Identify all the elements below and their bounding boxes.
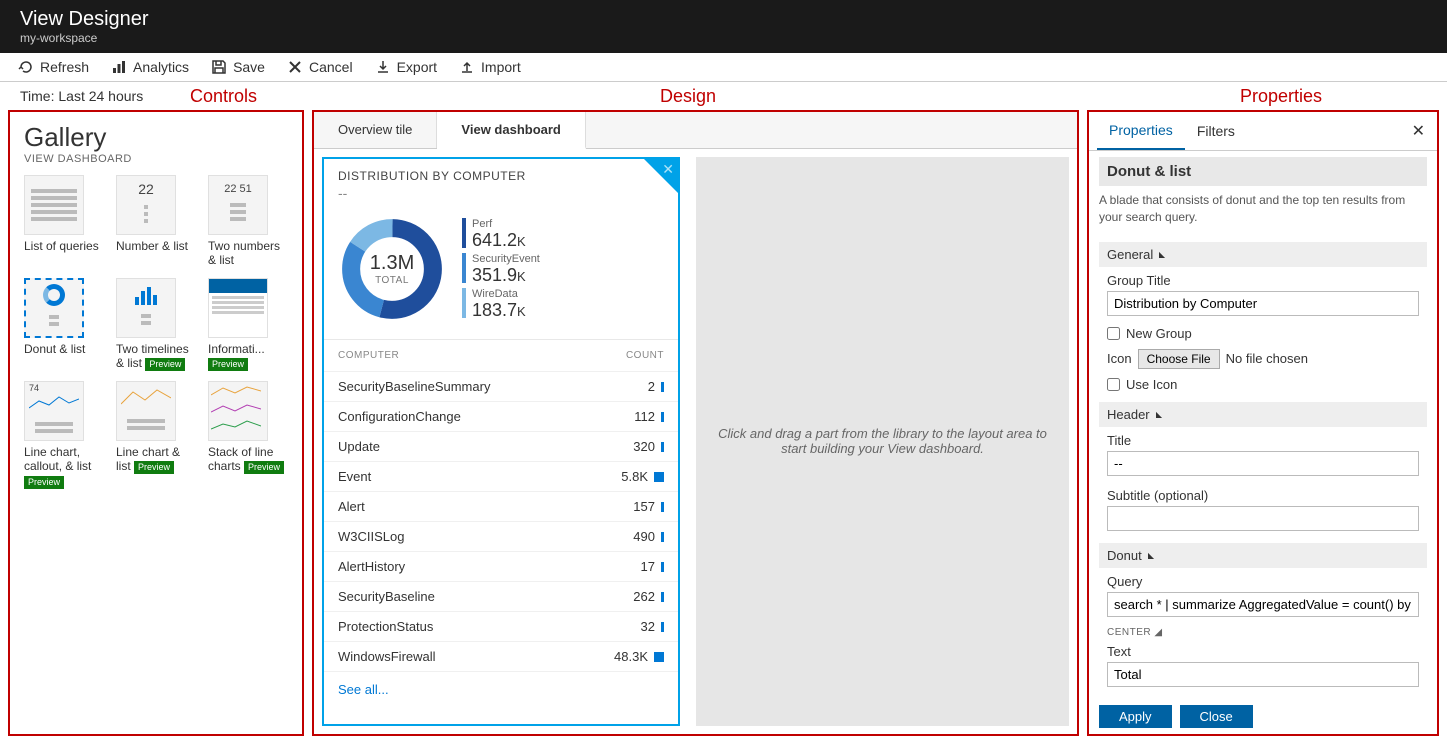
gallery-item[interactable]: 22 51Two numbers & list	[208, 175, 288, 268]
group-title-input[interactable]	[1107, 291, 1419, 316]
tab-overview-tile[interactable]: Overview tile	[314, 112, 437, 148]
table-row[interactable]: ConfigurationChange112	[324, 402, 678, 432]
gallery-item[interactable]: 22Number & list	[116, 175, 196, 268]
center-text-input[interactable]	[1107, 662, 1419, 687]
group-title-label: Group Title	[1107, 273, 1419, 288]
tab-filters[interactable]: Filters	[1185, 113, 1247, 149]
import-button[interactable]: Import	[459, 59, 521, 75]
donut-legend: Perf641.2KSecurityEvent351.9KWireData183…	[462, 218, 540, 321]
col-computer: COMPUTER	[338, 350, 399, 361]
refresh-icon	[18, 59, 34, 75]
section-header[interactable]: Header	[1099, 402, 1427, 427]
distribution-card[interactable]: ✕ DISTRIBUTION BY COMPUTER -- 1.3M TOTAL	[322, 157, 680, 726]
app-title: View Designer	[20, 8, 1427, 31]
card-subtitle: --	[324, 185, 678, 207]
section-donut[interactable]: Donut	[1099, 543, 1427, 568]
save-icon	[211, 59, 227, 75]
header-subtitle-label: Subtitle (optional)	[1107, 488, 1419, 503]
donut-query-label: Query	[1107, 574, 1419, 589]
annotation-properties: Properties	[1240, 86, 1322, 107]
controls-pane: Gallery VIEW DASHBOARD List of queries22…	[8, 110, 304, 736]
design-tabs: Overview tile View dashboard	[314, 112, 1077, 149]
panel-type-title: Donut & list	[1099, 157, 1427, 186]
toolbar: Refresh Analytics Save Cancel Export Imp…	[0, 53, 1447, 82]
donut-query-input[interactable]	[1107, 592, 1419, 617]
table-row[interactable]: W3CIISLog490	[324, 522, 678, 552]
properties-pane: Properties Filters ✕ Donut & list A blad…	[1087, 110, 1439, 736]
header-title-input[interactable]	[1107, 451, 1419, 476]
analytics-icon	[111, 59, 127, 75]
gallery-item[interactable]: Stack of line charts Preview	[208, 381, 288, 489]
close-icon[interactable]: ✕	[662, 161, 674, 178]
header-title-label: Title	[1107, 433, 1419, 448]
use-icon-checkbox[interactable]	[1107, 378, 1120, 391]
choose-file-button[interactable]: Choose File	[1138, 349, 1220, 369]
drop-zone[interactable]: Click and drag a part from the library t…	[696, 157, 1069, 726]
donut-chart: 1.3M TOTAL	[338, 215, 446, 323]
apply-button[interactable]: Apply	[1099, 705, 1172, 728]
annotation-design: Design	[660, 86, 716, 107]
table-row[interactable]: WindowsFirewall48.3K	[324, 642, 678, 672]
center-sublabel: CENTER ◢	[1099, 623, 1427, 638]
gallery-item[interactable]: Informati... Preview	[208, 278, 288, 371]
tab-properties[interactable]: Properties	[1097, 112, 1185, 150]
cancel-button[interactable]: Cancel	[287, 59, 353, 75]
table-row[interactable]: Alert157	[324, 492, 678, 522]
legend-item: WireData183.7K	[462, 288, 540, 321]
no-file-label: No file chosen	[1226, 351, 1308, 366]
cancel-icon	[287, 59, 303, 75]
design-pane: Overview tile View dashboard ✕ DISTRIBUT…	[312, 110, 1079, 736]
col-count: COUNT	[626, 350, 664, 361]
app-header: View Designer my-workspace	[0, 0, 1447, 53]
panel-type-desc: A blade that consists of donut and the t…	[1099, 186, 1427, 236]
table-row[interactable]: Update320	[324, 432, 678, 462]
legend-item: SecurityEvent351.9K	[462, 253, 540, 286]
table-row[interactable]: AlertHistory17	[324, 552, 678, 582]
time-range[interactable]: Time: Last 24 hours	[20, 88, 143, 104]
table-row[interactable]: SecurityBaseline262	[324, 582, 678, 612]
analytics-button[interactable]: Analytics	[111, 59, 189, 75]
header-subtitle-input[interactable]	[1107, 506, 1419, 531]
gallery-item[interactable]: List of queries	[24, 175, 104, 268]
table-row[interactable]: Event5.8K	[324, 462, 678, 492]
gallery-item[interactable]: Donut & list	[24, 278, 104, 371]
export-button[interactable]: Export	[375, 59, 437, 75]
annotation-controls: Controls	[190, 86, 257, 107]
table-row[interactable]: ProtectionStatus32	[324, 612, 678, 642]
gallery-item[interactable]: Two timelines & list Preview	[116, 278, 196, 371]
export-icon	[375, 59, 391, 75]
donut-center-value: 1.3M	[370, 252, 414, 275]
legend-item: Perf641.2K	[462, 218, 540, 251]
center-text-label: Text	[1107, 644, 1419, 659]
section-general[interactable]: General	[1099, 242, 1427, 267]
use-icon-label: Use Icon	[1126, 377, 1177, 392]
close-properties-icon[interactable]: ✕	[1408, 117, 1429, 145]
new-group-label: New Group	[1126, 326, 1192, 341]
tab-view-dashboard[interactable]: View dashboard	[437, 112, 585, 149]
refresh-button[interactable]: Refresh	[18, 59, 89, 75]
gallery-item[interactable]: Line chart & list Preview	[116, 381, 196, 489]
see-all-link[interactable]: See all...	[324, 672, 678, 707]
gallery-subtitle: VIEW DASHBOARD	[24, 153, 288, 165]
workspace-name: my-workspace	[20, 31, 1427, 45]
table-row[interactable]: SecurityBaselineSummary2	[324, 372, 678, 402]
save-button[interactable]: Save	[211, 59, 265, 75]
import-icon	[459, 59, 475, 75]
gallery-title: Gallery	[24, 122, 288, 153]
card-title: DISTRIBUTION BY COMPUTER	[324, 159, 678, 185]
icon-label: Icon	[1107, 351, 1132, 366]
donut-center-label: TOTAL	[375, 275, 409, 286]
close-button[interactable]: Close	[1180, 705, 1253, 728]
new-group-checkbox[interactable]	[1107, 327, 1120, 340]
gallery-item[interactable]: 74Line chart, callout, & list Preview	[24, 381, 104, 489]
